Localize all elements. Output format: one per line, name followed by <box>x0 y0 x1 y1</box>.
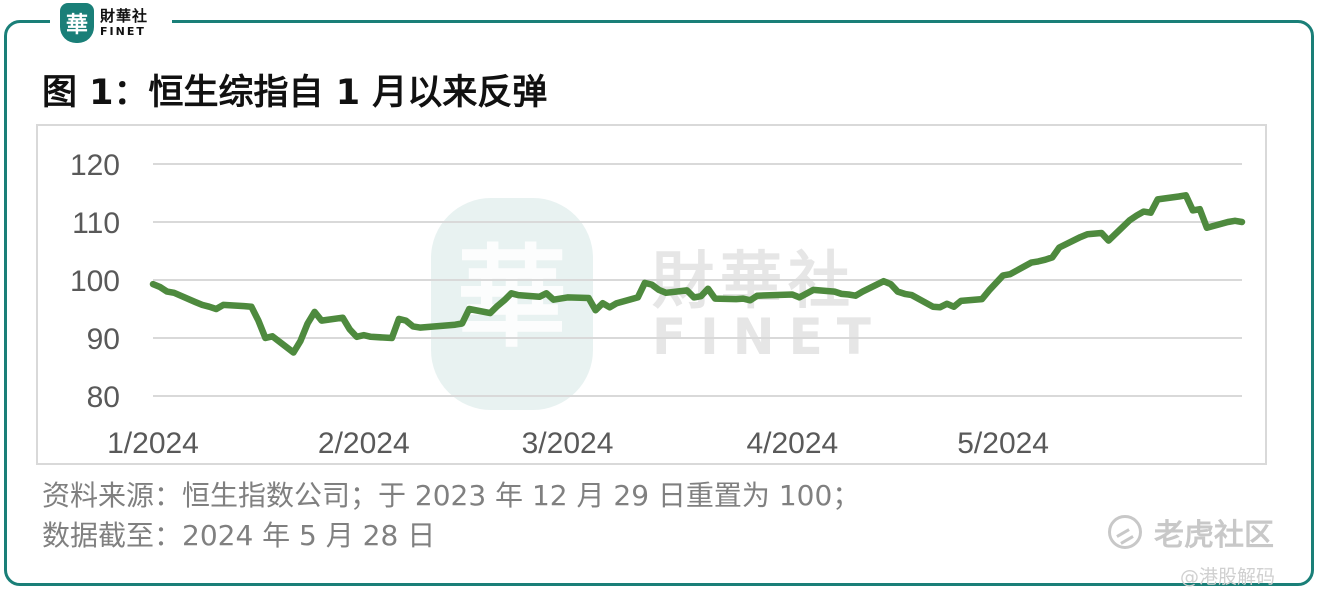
chart-svg: 華財華社FINET80901001101201/2024 2/2024 3/2024… <box>70 149 1246 460</box>
series-line <box>149 192 1246 356</box>
source-note: 资料来源：恒生指数公司；于 2023 年 12 月 29 日重置为 100； <box>42 479 861 512</box>
brand-name-en: FINET <box>100 25 146 38</box>
y-tick-label-100: 100 <box>70 265 120 298</box>
watermark-seal-shape <box>431 198 593 410</box>
tiger-watermark-text: 老虎社区 <box>1154 518 1274 553</box>
y-tick-label-90: 90 <box>87 323 120 356</box>
tiger-logo-icon <box>1108 515 1142 549</box>
finet-seal-logo: 華 <box>60 3 94 43</box>
y-tick-label-80: 80 <box>87 381 120 414</box>
tiger-community-watermark: 老虎社区 <box>1108 510 1274 554</box>
x-tick-label: 4/2024 <box>746 427 838 460</box>
y-tick-label-110: 110 <box>72 207 120 240</box>
x-tick-label: 2/2024 <box>318 427 410 460</box>
brand-name-cn: 財華社 <box>100 7 149 25</box>
x-tick-label: 1/2024 <box>107 427 199 460</box>
x-tick-label: 5/2024 <box>957 427 1049 460</box>
brand-header: 華 財華社 FINET <box>50 0 172 46</box>
brand-text: 財華社 FINET <box>100 7 149 38</box>
data-date-note: 数据截至：2024 年 5 月 28 日 <box>42 519 436 552</box>
chart-area: 華財華社 FINET 80 90 100 110 120 1/2024 2/2024 3/2024… <box>36 124 1267 465</box>
x-tick-label: 3/2024 <box>522 427 614 460</box>
y-tick-label-120: 120 <box>70 149 120 182</box>
user-watermark: @港股解码 <box>1180 566 1276 588</box>
figure-title: 图 1：恒生综指自 1 月以来反弹 <box>42 73 548 113</box>
